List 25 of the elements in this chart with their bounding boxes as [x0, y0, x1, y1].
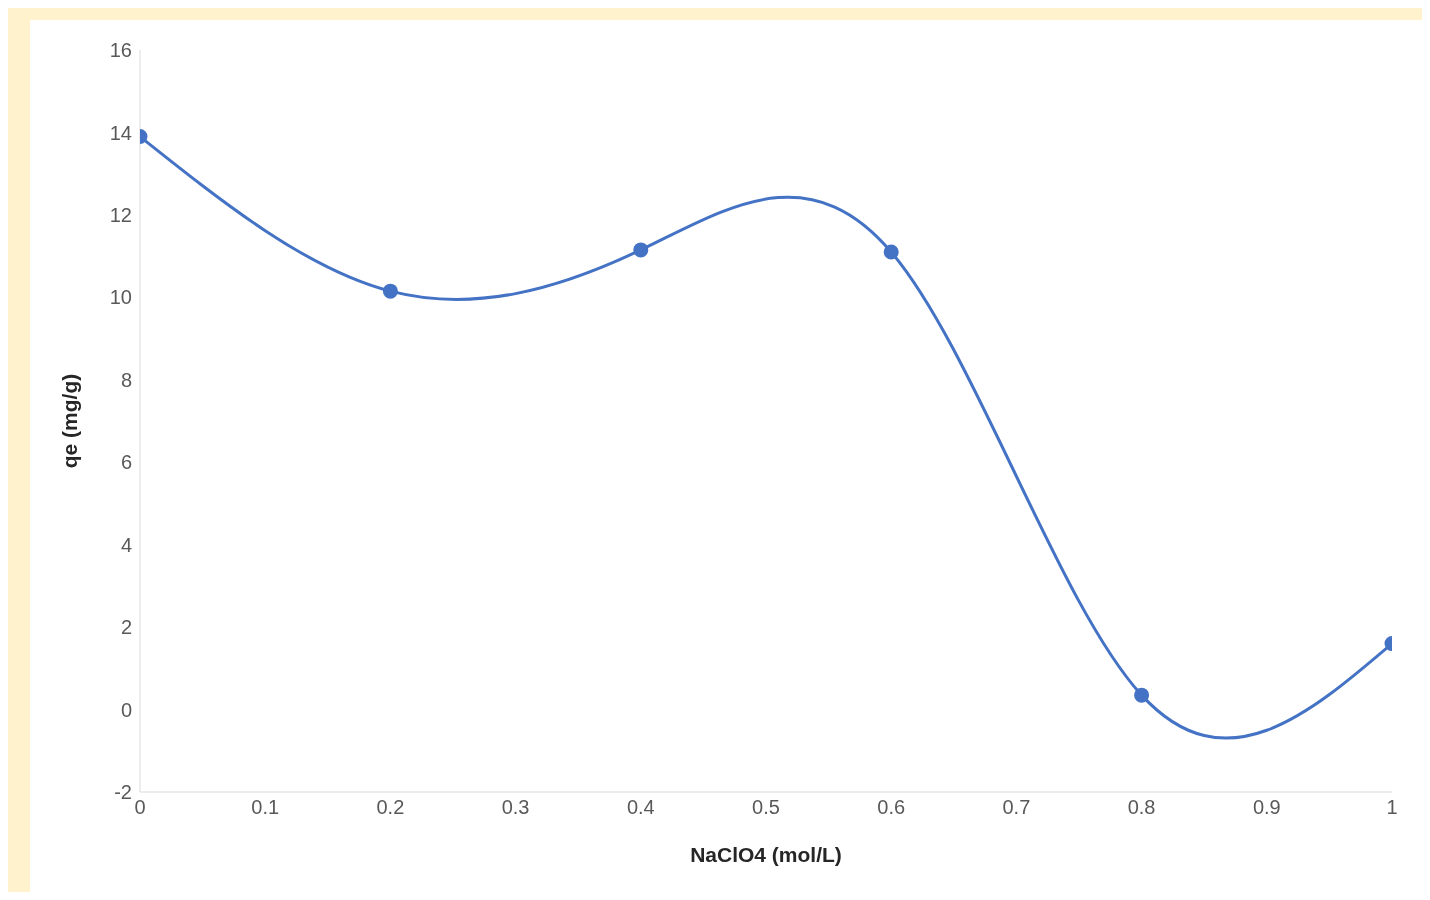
x-tick-label: 0.8 — [1127, 796, 1156, 819]
y-tick-label: 2 — [120, 616, 132, 639]
point — [883, 244, 899, 260]
y-tick-label: 4 — [120, 533, 132, 556]
x-tick-label: 0.4 — [626, 796, 655, 819]
y-tick-label: 12 — [109, 203, 132, 226]
x-tick-label: 0.5 — [752, 796, 780, 819]
y-tick-label: 6 — [120, 451, 132, 474]
x-tick-label: 0.3 — [501, 796, 530, 819]
x-tick-label: 0 — [134, 796, 146, 819]
y-tick-label: 10 — [109, 286, 132, 309]
x-tick-label: 0.9 — [1252, 796, 1281, 819]
x-tick-label: 0.6 — [877, 796, 906, 819]
point — [633, 242, 649, 258]
y-tick-label: -2 — [114, 781, 132, 804]
x-axis-title: NaClO4 (mol/L) — [690, 843, 842, 866]
y-tick-label: 0 — [120, 698, 132, 721]
x-tick-label: 0.2 — [376, 796, 405, 819]
y-axis-title: qe (mg/g) — [58, 373, 82, 469]
y-tick-label: 16 — [109, 39, 132, 62]
y-tick-label: 14 — [109, 121, 132, 144]
y-tick-label: 8 — [120, 368, 132, 391]
x-tick-label: 0.7 — [1002, 796, 1031, 819]
x-tick-label: 1 — [1386, 796, 1398, 819]
x-tick-label: 0.1 — [251, 796, 280, 819]
